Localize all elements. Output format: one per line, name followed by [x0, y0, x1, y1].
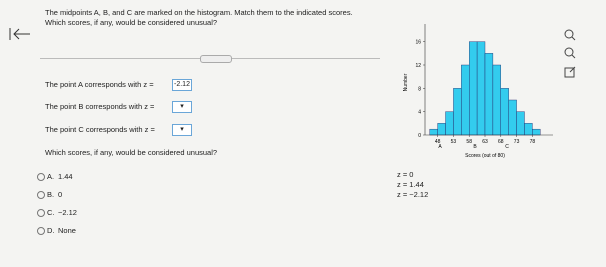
y-tick-label: 4 [418, 110, 421, 116]
option-text: None [58, 226, 76, 235]
tool-icons [564, 29, 576, 78]
radio[interactable] [37, 227, 45, 235]
radio[interactable] [37, 191, 45, 199]
y-tick-label: 0 [418, 133, 421, 139]
x-axis-label: Scores (out of 80) [465, 153, 505, 159]
bar [476, 41, 486, 136]
option-letter: C. [47, 208, 55, 217]
bar [429, 128, 438, 136]
bar [445, 111, 454, 136]
bar [500, 88, 509, 136]
x-tick-label: 78 [530, 139, 536, 145]
expand-button[interactable] [200, 55, 232, 63]
x-tick-label: 58 [466, 139, 472, 145]
z-label: z = 1.44 [397, 180, 424, 189]
statement: The point B corresponds with z = [45, 102, 155, 111]
x-tick-label: 48 [435, 139, 441, 145]
back-button[interactable] [8, 26, 32, 42]
bar [508, 99, 517, 136]
z-label: z = −2.12 [397, 190, 429, 199]
option-letter: A. [47, 172, 55, 181]
point-label: B [473, 144, 477, 150]
radio[interactable] [37, 173, 45, 181]
statement: The point A corresponds with z = [45, 80, 154, 89]
bar [516, 111, 525, 136]
bar [492, 64, 501, 136]
x-tick-label: 63 [482, 139, 488, 145]
y-tick-label: 16 [415, 40, 421, 46]
y-tick-label: 12 [415, 63, 421, 69]
bar [437, 123, 446, 136]
y-axis-label: Number [403, 73, 409, 91]
radio[interactable] [37, 209, 45, 217]
bar [469, 41, 478, 136]
bar [453, 88, 462, 136]
option-text: −2.12 [58, 208, 77, 217]
dropdown[interactable]: ▾ [172, 124, 192, 136]
option-text: 0 [58, 190, 63, 199]
x-tick-label: 53 [451, 139, 457, 145]
z-label: z = 0 [397, 170, 414, 179]
dropdown[interactable]: ▾ [172, 101, 192, 113]
instructions: The midpoints A, B, and C are marked on … [45, 8, 353, 27]
bar [461, 64, 470, 136]
answer-box[interactable]: -2.12 [172, 79, 192, 91]
bar [532, 128, 541, 136]
x-tick-label: 68 [498, 139, 504, 145]
statement: The point C corresponds with z = [45, 125, 155, 134]
question: Which scores, if any, would be considere… [45, 148, 218, 157]
option-text: 1.44 [58, 172, 73, 181]
option-letter: B. [47, 190, 55, 199]
point-label: A [438, 144, 442, 150]
point-label: C [505, 144, 509, 150]
y-tick-label: 8 [418, 86, 421, 92]
x-tick-label: 73 [514, 139, 520, 145]
bar [484, 53, 494, 136]
option-letter: D. [47, 226, 55, 235]
bar [524, 123, 533, 136]
